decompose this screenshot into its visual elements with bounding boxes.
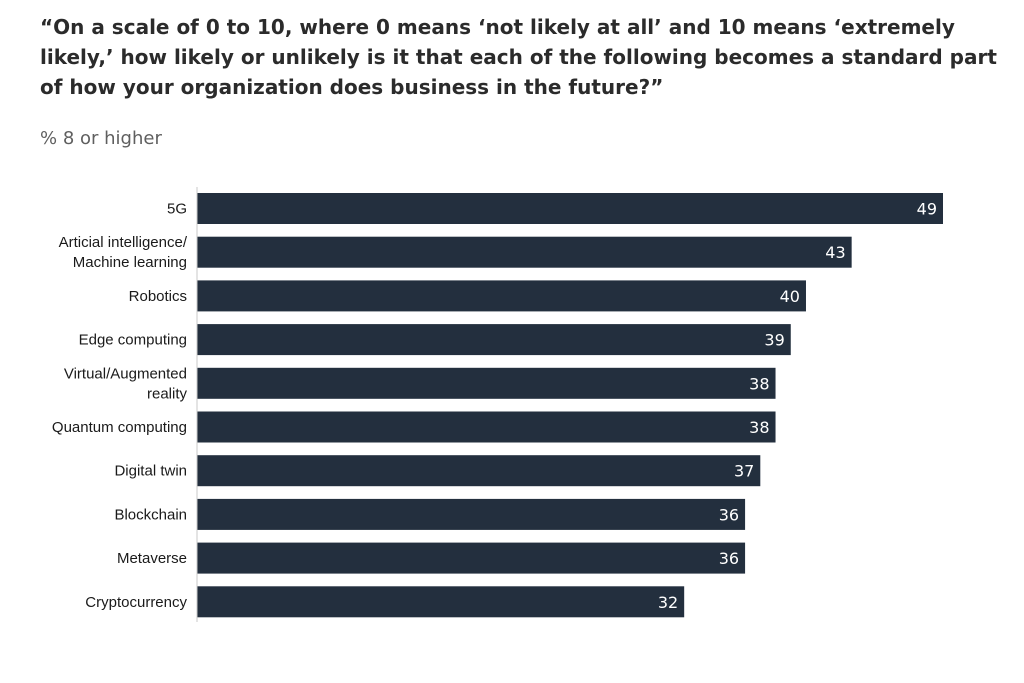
bar-value-label: 36 <box>719 549 739 568</box>
bar <box>197 411 776 443</box>
bar <box>197 324 791 356</box>
bar <box>197 193 943 224</box>
bar <box>197 367 776 399</box>
bar-value-label: 36 <box>719 505 739 524</box>
bar-value-label: 40 <box>780 287 800 306</box>
bar-value-label: 39 <box>764 331 784 350</box>
bar <box>197 455 761 487</box>
category-label: Edge computing <box>79 332 187 349</box>
bar-value-label: 37 <box>734 462 754 481</box>
chart-subtitle: % 8 or higher <box>40 128 162 149</box>
bar-value-label: 38 <box>749 374 769 393</box>
bar-group: 49 5G 43 Articial intelligence/Machine lear… <box>52 193 943 618</box>
chart-title: “On a scale of 0 to 10, where 0 means ‘n… <box>40 15 997 99</box>
bar <box>197 280 806 312</box>
bar <box>197 498 746 530</box>
category-label: Cryptocurrency <box>85 594 187 611</box>
bar-value-label: 38 <box>749 418 769 437</box>
category-label: Digital twin <box>114 463 187 480</box>
bar-value-label: 49 <box>917 200 937 219</box>
bar <box>197 586 685 618</box>
category-label: Robotics <box>129 288 187 305</box>
category-label: Metaverse <box>117 550 187 567</box>
category-label: 5G <box>167 201 187 218</box>
bar <box>197 542 746 574</box>
category-label: Virtual/Augmented reality <box>64 365 188 402</box>
bar-value-label: 32 <box>658 593 678 612</box>
category-label: Quantum computing <box>52 419 187 436</box>
category-label: Blockchain <box>114 506 187 523</box>
bar-value-label: 43 <box>825 243 845 262</box>
bar <box>197 236 852 268</box>
category-label: Articial intelligence/Machine learning <box>59 234 188 271</box>
